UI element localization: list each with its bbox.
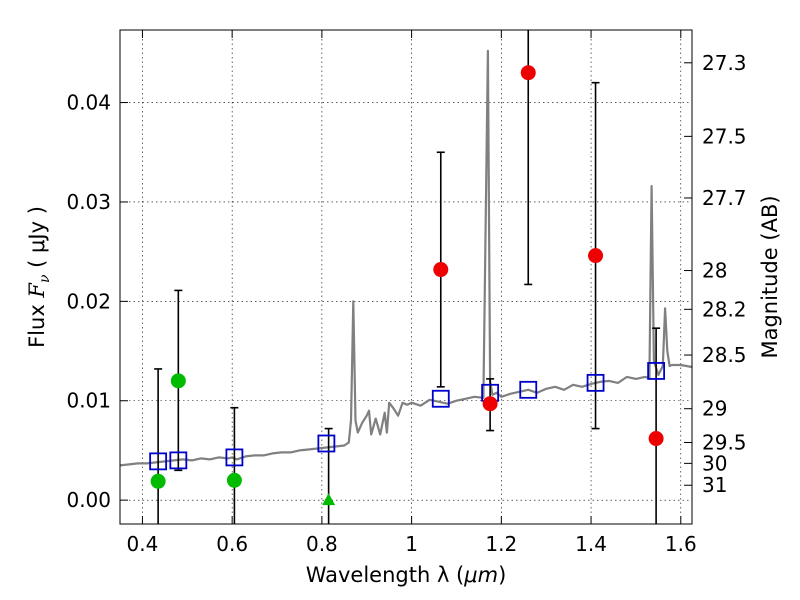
grid-lines (120, 30, 692, 524)
mag-tick-label: 28.5 (702, 343, 747, 367)
x-tick-label: 0.8 (306, 532, 338, 556)
data-point-marker (648, 431, 664, 447)
mag-tick-label: 28.2 (702, 297, 747, 321)
model-square-marker (586, 373, 605, 392)
model-square-marker (431, 389, 450, 408)
mag-tick-label: 31 (702, 473, 727, 497)
data-point-marker (150, 473, 166, 489)
model-square-marker (149, 452, 168, 471)
data-point-marker (520, 65, 536, 81)
x-tick-label: 1.2 (485, 532, 517, 556)
x-axis-label: Wavelength λ (μm) (306, 563, 507, 587)
y-tick-label: 0.01 (66, 389, 111, 413)
y-tick-label: 0.03 (66, 190, 111, 214)
y-tick-label: 0.02 (66, 289, 111, 313)
model-square-marker (225, 448, 244, 467)
data-point-marker (433, 262, 449, 278)
axis-ticks: 0.4 0.6 0.8 1 1.2 1.4 1.6 0.00 0.01 0.02 0.03 0.04 2… (66, 30, 747, 556)
data-point-marker (482, 396, 498, 412)
x-tick-label: 0.6 (216, 532, 248, 556)
mag-tick-label: 30 (702, 451, 727, 475)
mag-tick-label: 27.5 (702, 124, 747, 148)
mag-tick-label: 27.7 (702, 186, 747, 210)
mag-tick-label: 28 (702, 259, 727, 283)
model-square-marker (317, 434, 336, 453)
upper-limit-marker (322, 493, 336, 506)
model-spectrum-line (119, 49, 693, 467)
mag-tick-label: 29 (702, 397, 727, 421)
data-point-marker (170, 373, 186, 389)
data-point-marker (588, 248, 604, 264)
mag-tick-label: 27.3 (702, 51, 747, 75)
model-square-marker (169, 451, 188, 470)
y-tick-label: 0.04 (66, 91, 111, 115)
model-square-marker (647, 362, 666, 380)
y-tick-label: 0.00 (66, 488, 111, 512)
error-bars (154, 30, 661, 524)
model-spectrum (119, 49, 693, 467)
mag-tick-label: 29.5 (702, 430, 747, 454)
x-tick-label: 1.4 (575, 532, 607, 556)
x-tick-label: 1.6 (665, 532, 697, 556)
x-tick-label: 0.4 (127, 532, 159, 556)
y-axis-label: Flux Fν ( μJy ) (25, 206, 53, 348)
model-square-marker (519, 380, 538, 399)
right-axis-label: Magnitude (AB) (758, 195, 782, 358)
data-point-marker (226, 472, 242, 488)
data-markers (149, 65, 666, 506)
x-tick-label: 1 (405, 532, 418, 556)
plot-frame (119, 29, 693, 525)
